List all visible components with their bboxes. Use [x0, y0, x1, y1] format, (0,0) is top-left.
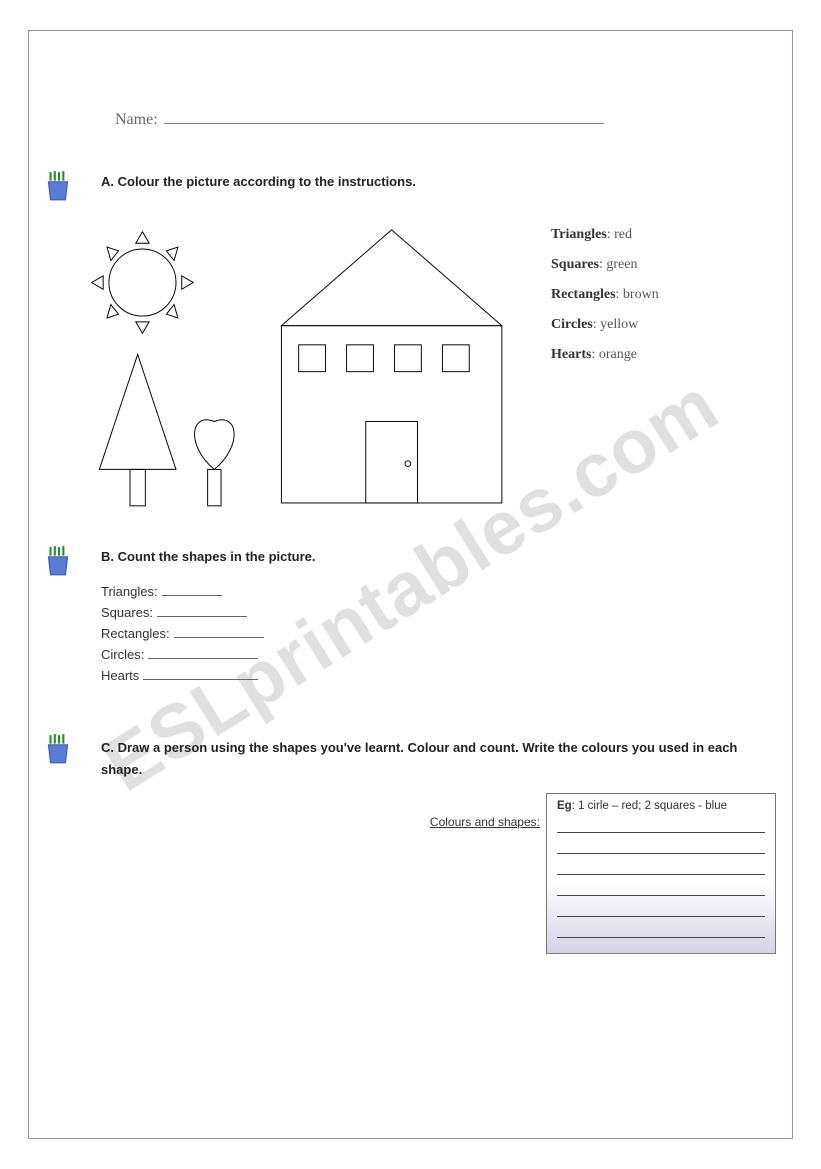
name-row: Name: [115, 110, 776, 129]
shapes-picture [61, 209, 521, 519]
count-list: Triangles: Squares: Rectangles: Circles: Hea… [101, 584, 776, 683]
name-label: Name: [115, 111, 158, 129]
legend-item: Squares: green [551, 257, 659, 273]
count-input-line[interactable] [162, 584, 222, 596]
pencil-pot-icon [45, 545, 73, 689]
legend-item: Circles: yellow [551, 317, 659, 333]
color-legend: Triangles: red Squares: green Rectangles: … [551, 227, 659, 377]
count-row: Squares: [101, 605, 776, 620]
answer-box[interactable]: Eg: 1 cirle – red; 2 squares - blue [546, 793, 776, 954]
count-row: Circles: [101, 647, 776, 662]
answer-line[interactable] [557, 819, 765, 833]
count-row: Hearts [101, 668, 776, 683]
count-input-line[interactable] [143, 668, 258, 680]
example-text: Eg: 1 cirle – red; 2 squares - blue [557, 800, 765, 812]
answer-line[interactable] [557, 882, 765, 896]
count-row: Triangles: [101, 584, 776, 599]
count-input-line[interactable] [148, 647, 258, 659]
section-b: B. Count the shapes in the picture. Tria… [45, 549, 776, 689]
section-a-title: A. Colour the picture according to the i… [101, 174, 776, 189]
answer-line[interactable] [557, 840, 765, 854]
section-c: C. Draw a person using the shapes you've… [45, 737, 776, 954]
count-label: Rectangles: [101, 626, 170, 641]
answer-line[interactable] [557, 903, 765, 917]
count-label: Squares: [101, 605, 153, 620]
count-input-line[interactable] [157, 605, 247, 617]
count-label: Hearts [101, 668, 139, 683]
answer-line[interactable] [557, 861, 765, 875]
section-a: A. Colour the picture according to the i… [45, 174, 776, 519]
answer-line[interactable] [557, 924, 765, 938]
count-label: Circles: [101, 647, 144, 662]
count-row: Rectangles: [101, 626, 776, 641]
section-b-title: B. Count the shapes in the picture. [101, 549, 776, 564]
legend-item: Triangles: red [551, 227, 659, 243]
worksheet-content: Name: A. Colour the picture according to… [45, 50, 776, 974]
count-input-line[interactable] [174, 626, 264, 638]
section-c-title: C. Draw a person using the shapes you've… [101, 737, 776, 781]
count-label: Triangles: [101, 584, 158, 599]
name-input-line[interactable] [164, 110, 604, 124]
pencil-pot-icon [45, 733, 73, 954]
legend-item: Rectangles: brown [551, 287, 659, 303]
colours-shapes-label: Colours and shapes: [101, 815, 540, 829]
legend-item: Hearts: orange [551, 347, 659, 363]
